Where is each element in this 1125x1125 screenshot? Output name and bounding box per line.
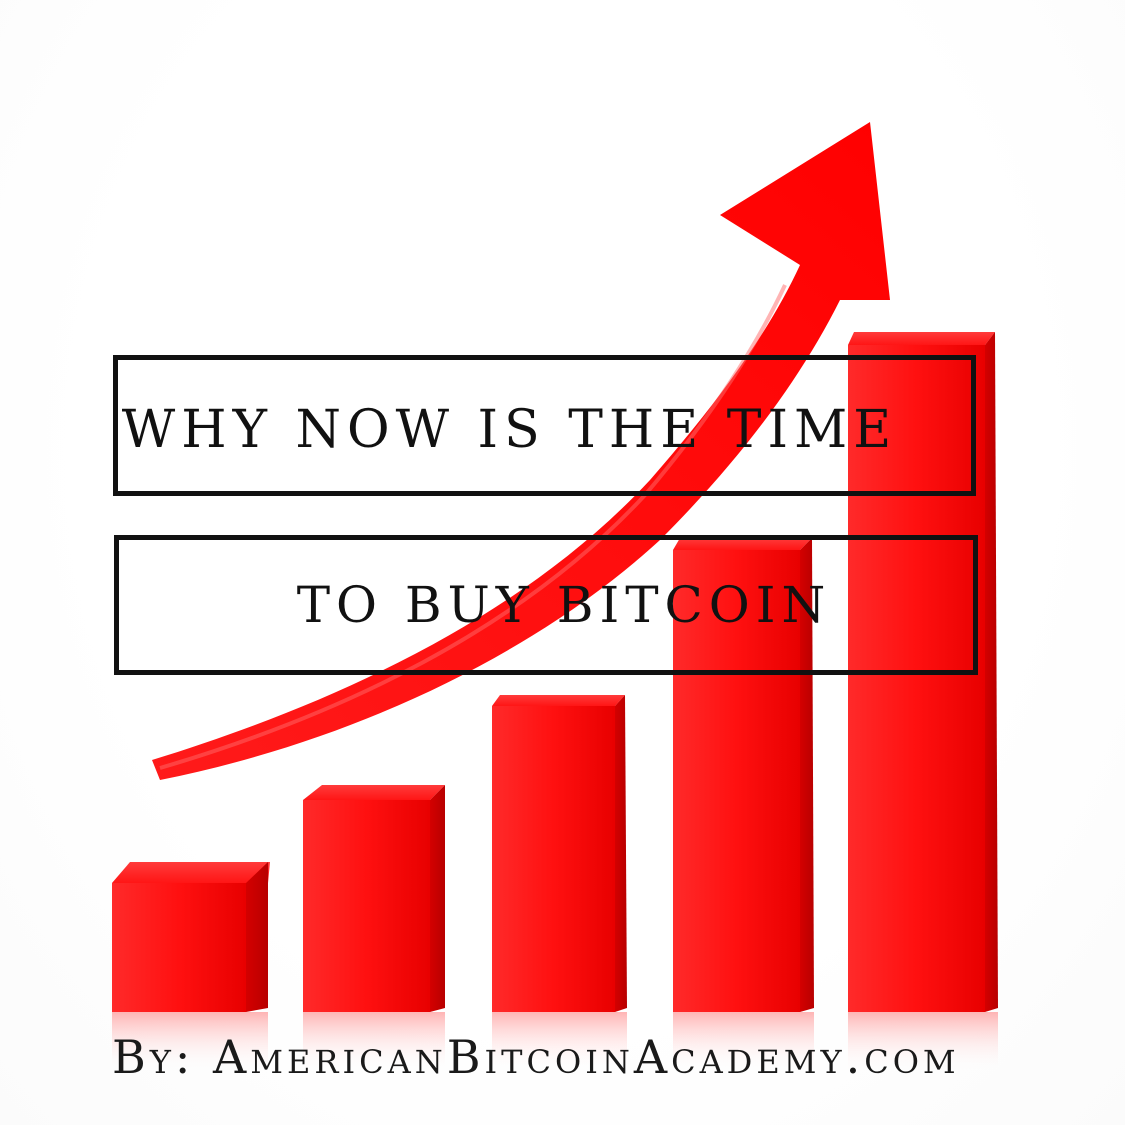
floor-reflection xyxy=(112,1012,998,1072)
chart-bar-3 xyxy=(492,695,627,1012)
headline-box-line-1: WHY NOW IS THE TIME xyxy=(113,355,976,496)
chart-bar-2 xyxy=(303,785,445,1012)
headline-box-line-2: TO BUY BITCOIN xyxy=(114,535,978,675)
rising-arrow-icon xyxy=(152,122,890,780)
chart-bar-4 xyxy=(673,538,814,1012)
headline-line-1: WHY NOW IS THE TIME xyxy=(121,399,898,460)
byline-text: By: AmericanBitcoinAcademy.com xyxy=(112,1030,960,1084)
headline-line-2: TO BUY BITCOIN xyxy=(296,576,832,634)
chart-bar-5 xyxy=(848,332,998,1012)
chart-bar-1 xyxy=(112,862,270,1012)
